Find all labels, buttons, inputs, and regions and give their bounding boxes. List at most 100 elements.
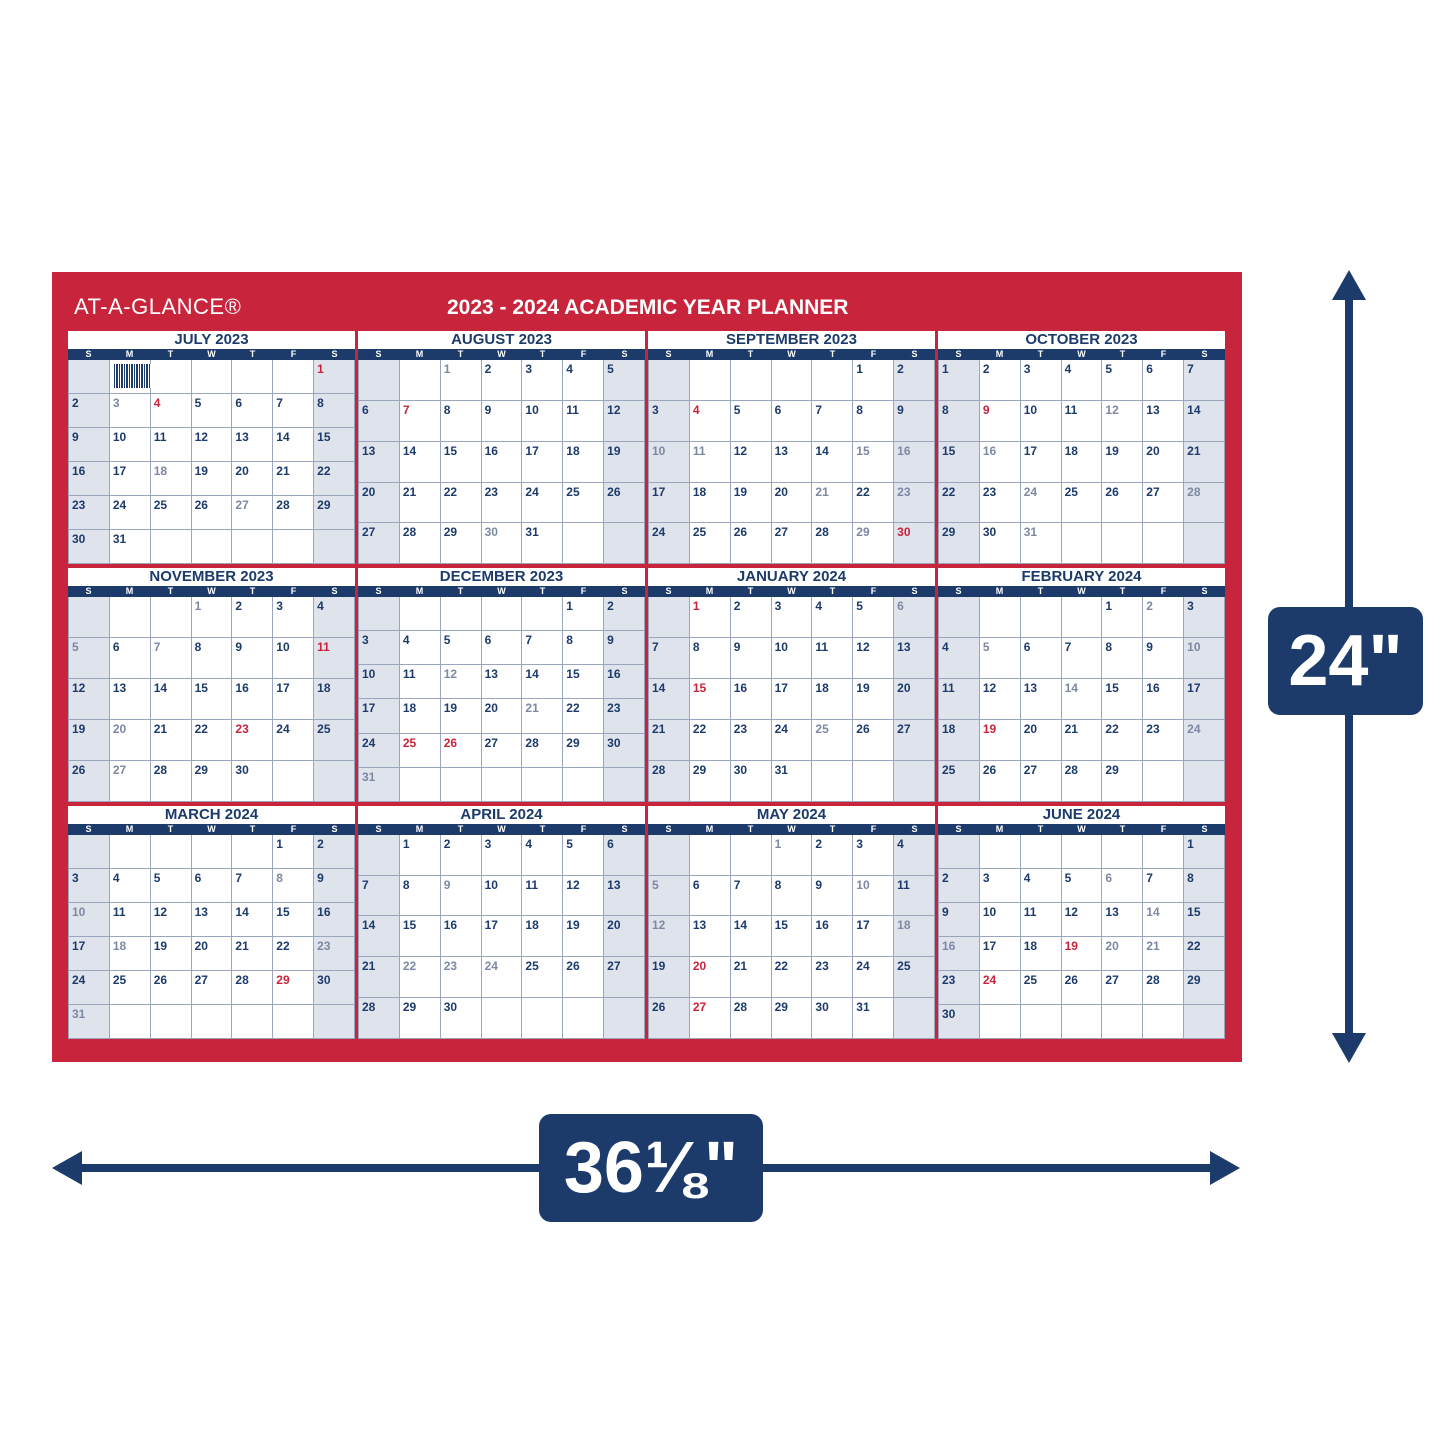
day-cell: 25 xyxy=(689,523,731,565)
day-cell: 29 xyxy=(853,523,895,565)
day-cell: 3 xyxy=(1020,360,1062,401)
academic-planner: AT-A-GLANCE® 2023 - 2024 ACADEMIC YEAR P… xyxy=(52,272,1242,1062)
day-cell: 14 xyxy=(522,665,564,700)
day-cell: 27 xyxy=(1020,760,1062,802)
day-cell: 26 xyxy=(979,760,1021,802)
day-cell xyxy=(1143,1004,1185,1039)
weekday-label: F xyxy=(1160,349,1167,359)
month-block: OCTOBER 2023 S M T W T F S 1 2 3 4 5 6 7 8 9 10 11 12 13 14 15… xyxy=(938,331,1225,565)
month-name: NOVEMBER 2023 xyxy=(149,568,274,586)
day-cell: 9 xyxy=(232,638,274,680)
day-cell: 19 xyxy=(69,719,110,761)
day-cell: 7 xyxy=(232,868,274,903)
day-cell: 31 xyxy=(359,767,400,802)
day-cell: 7 xyxy=(1184,360,1225,401)
day-cell: 8 xyxy=(689,638,731,680)
day-grid: 1 2 3 4 5 6 7 8 9 10 11 12 13 14 15 16 17 18 19 20 21 22 23 24 2… xyxy=(648,597,935,802)
day-cell: 28 xyxy=(150,760,192,802)
day-cell: 29 xyxy=(939,523,980,565)
weekday-label: W xyxy=(497,823,506,834)
day-cell: 15 xyxy=(314,428,355,463)
day-cell: 6 xyxy=(1020,638,1062,680)
day-cell: 13 xyxy=(1102,902,1144,937)
day-cell xyxy=(440,767,482,802)
weekday-label: M xyxy=(995,823,1004,834)
day-cell: 11 xyxy=(1020,902,1062,937)
day-cell: 17 xyxy=(1020,441,1062,483)
day-cell: 21 xyxy=(522,699,564,734)
day-cell: 17 xyxy=(359,699,400,734)
day-cell: 22 xyxy=(853,482,895,524)
weekday-label: S xyxy=(375,349,382,359)
day-cell xyxy=(522,597,564,632)
day-cell: 19 xyxy=(853,679,895,720)
weekday-label: F xyxy=(870,349,877,359)
weekday-label: T xyxy=(829,349,836,359)
day-cell: 23 xyxy=(604,699,645,734)
weekday-label: S xyxy=(911,586,918,597)
weekday-label: F xyxy=(290,586,297,597)
day-cell: 9 xyxy=(481,400,523,442)
day-cell: 26 xyxy=(563,957,605,999)
weekday-label: T xyxy=(539,586,546,597)
day-cell: 1 xyxy=(853,360,895,401)
day-cell: 2 xyxy=(894,360,935,401)
day-cell: 9 xyxy=(440,875,482,917)
day-cell: 2 xyxy=(232,597,274,639)
day-cell xyxy=(604,767,645,802)
day-cell: 26 xyxy=(1102,482,1144,524)
day-cell: 25 xyxy=(939,760,980,802)
day-cell: 13 xyxy=(359,441,400,483)
day-grid: 1 2 3 4 5 6 7 8 9 10 11 12 13 14 15 16 17 18 19 20 21 22 23 24 2… xyxy=(358,834,645,1039)
day-cell xyxy=(979,834,1021,869)
day-cell: 3 xyxy=(359,631,400,666)
day-cell: 15 xyxy=(1102,679,1144,720)
day-cell xyxy=(359,360,400,401)
day-cell: 18 xyxy=(563,441,605,483)
day-cell: 4 xyxy=(314,597,355,639)
arrow-left-icon xyxy=(52,1151,82,1185)
day-grid: 1 2 3 4 5 6 7 8 9 10 11 12 13 14 15 16 17 18 19 20 21 22 23 24 2… xyxy=(648,834,935,1039)
day-cell xyxy=(399,597,441,632)
day-cell: 15 xyxy=(853,441,895,483)
day-cell: 6 xyxy=(191,868,233,903)
day-cell: 19 xyxy=(1061,936,1103,971)
day-cell: 6 xyxy=(1102,868,1144,903)
day-cell: 14 xyxy=(649,679,690,720)
day-cell: 31 xyxy=(771,760,813,802)
day-cell: 14 xyxy=(359,916,400,958)
width-badge: 36⅛" xyxy=(539,1114,763,1222)
weekday-label: T xyxy=(249,349,256,359)
day-cell: 31 xyxy=(853,998,895,1039)
day-cell xyxy=(440,597,482,632)
day-cell: 6 xyxy=(232,394,274,429)
day-cell: 28 xyxy=(232,970,274,1005)
day-cell: 22 xyxy=(314,462,355,497)
day-cell: 28 xyxy=(399,523,441,565)
day-cell: 19 xyxy=(730,482,772,524)
day-cell: 27 xyxy=(689,998,731,1039)
day-cell: 1 xyxy=(1184,834,1225,869)
day-cell: 11 xyxy=(1061,400,1103,442)
day-cell: 29 xyxy=(1184,970,1225,1005)
month-block: SEPTEMBER 2023 S M T W T F S 1 2 3 4 5 6 7 8 9 10 11 12 13 14… xyxy=(648,331,935,565)
day-cell: 19 xyxy=(440,699,482,734)
day-cell: 23 xyxy=(232,719,274,761)
day-cell: 30 xyxy=(812,998,854,1039)
day-cell: 6 xyxy=(894,597,935,639)
day-cell: 17 xyxy=(649,482,690,524)
day-cell xyxy=(232,834,274,869)
day-cell: 18 xyxy=(150,462,192,497)
day-cell: 16 xyxy=(894,441,935,483)
weekday-label: S xyxy=(955,586,962,597)
day-cell xyxy=(314,530,355,565)
day-cell: 8 xyxy=(314,394,355,429)
day-cell: 19 xyxy=(563,916,605,958)
day-cell: 15 xyxy=(273,902,315,937)
day-cell xyxy=(191,360,233,395)
day-cell: 18 xyxy=(522,916,564,958)
day-cell: 26 xyxy=(69,760,110,802)
day-cell: 3 xyxy=(522,360,564,401)
day-cell: 9 xyxy=(69,428,110,463)
